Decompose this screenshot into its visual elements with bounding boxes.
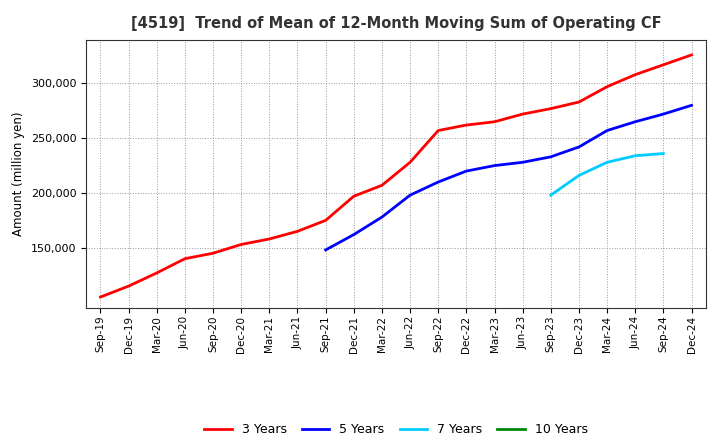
Title: [4519]  Trend of Mean of 12-Month Moving Sum of Operating CF: [4519] Trend of Mean of 12-Month Moving … (131, 16, 661, 32)
Legend: 3 Years, 5 Years, 7 Years, 10 Years: 3 Years, 5 Years, 7 Years, 10 Years (199, 418, 593, 440)
Y-axis label: Amount (million yen): Amount (million yen) (12, 112, 25, 236)
